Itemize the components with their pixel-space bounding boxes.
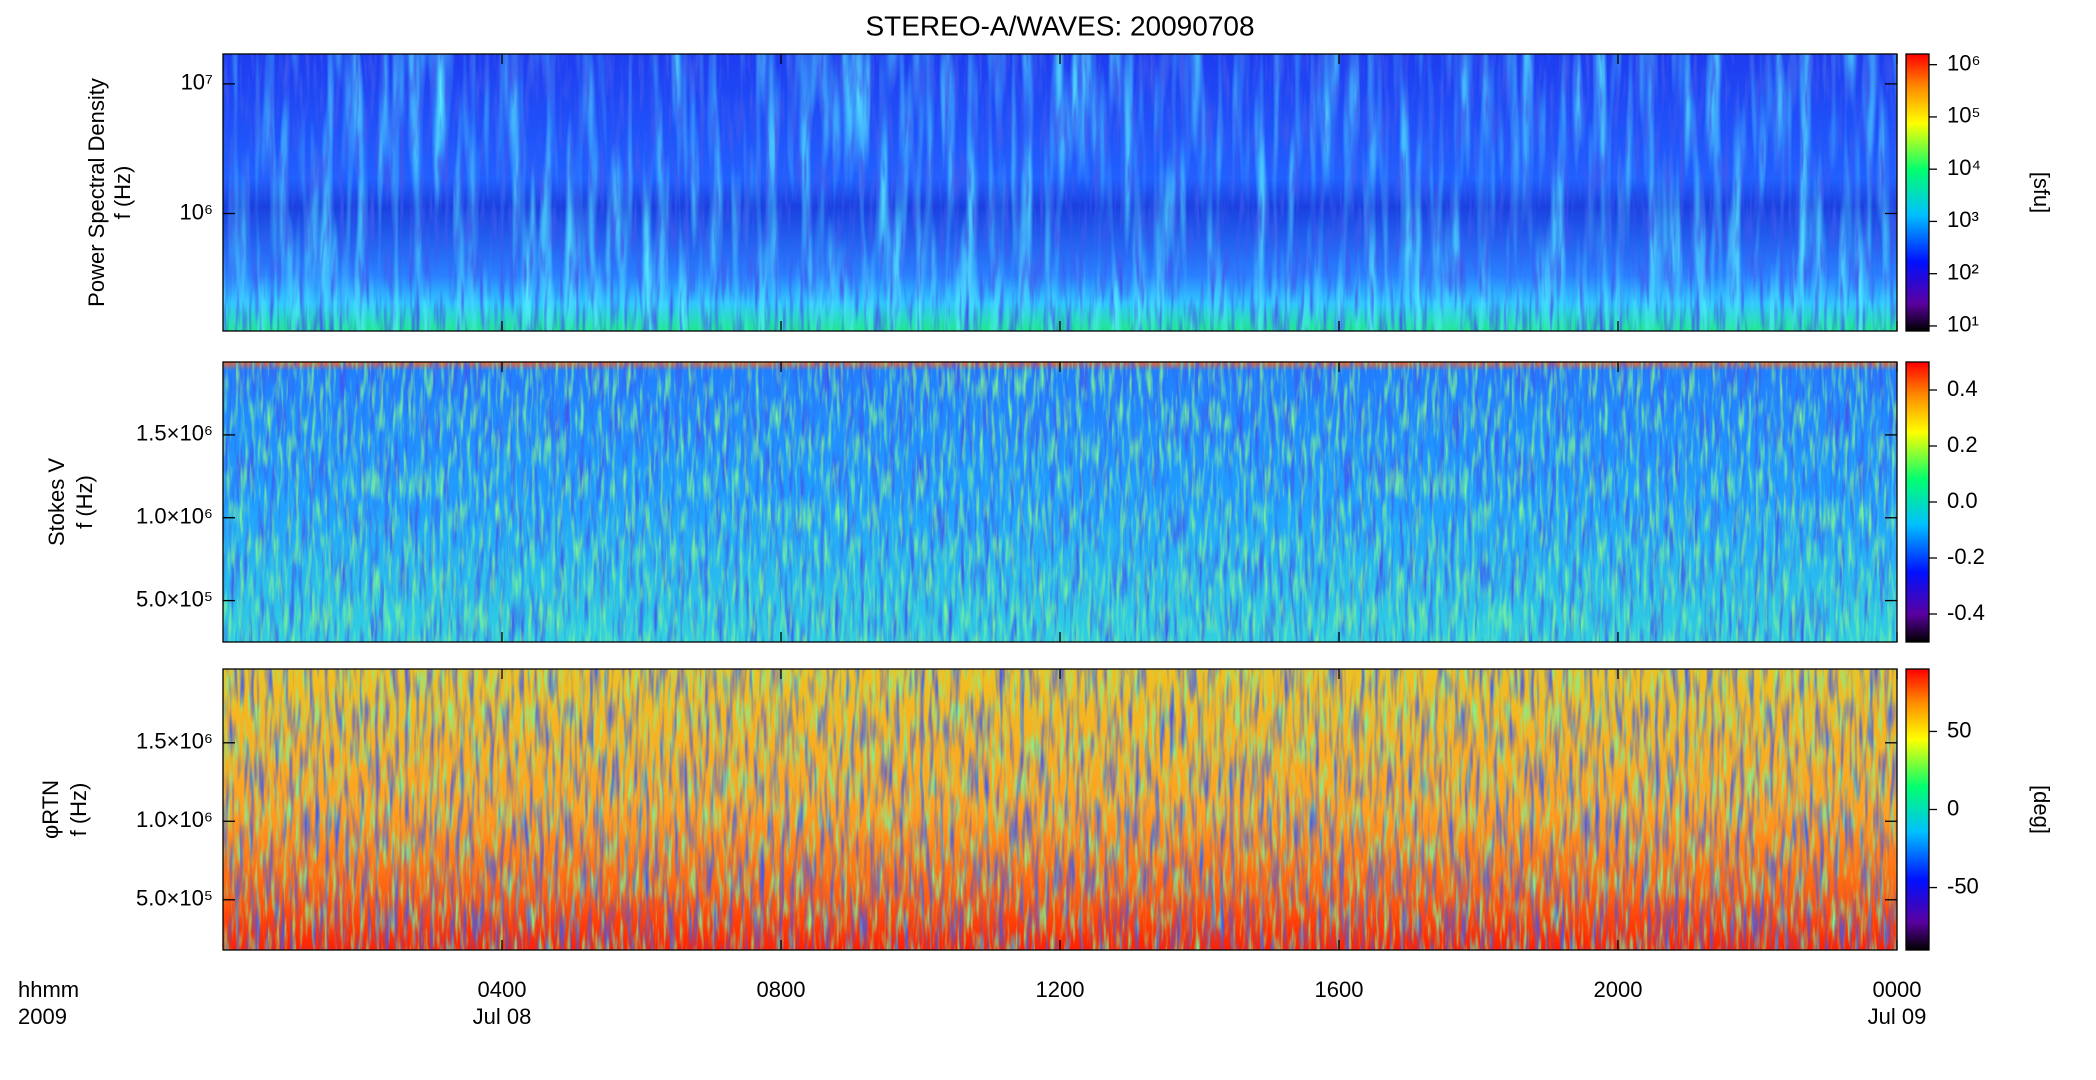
colorbar xyxy=(1905,668,1930,951)
colorbar-label: [sfu] xyxy=(2029,172,2054,214)
colorbar-tick-label: 10³ xyxy=(1947,207,1979,232)
x-tick-label: 2000 xyxy=(1594,977,1643,1002)
y-axis-label: φRTN xyxy=(38,780,63,839)
y-tick-label: 1.0×10⁶ xyxy=(136,504,213,529)
y-tick-label: 5.0×10⁵ xyxy=(136,586,213,611)
colorbar-tick-label: 10² xyxy=(1947,259,1979,284)
colorbar-tick-label: 10⁵ xyxy=(1947,103,1981,128)
spectrogram-texture xyxy=(223,54,1897,331)
x-axis-label: hhmm xyxy=(18,977,79,1002)
y-axis-label: f (Hz) xyxy=(66,783,91,837)
x-tick-date: Jul 08 xyxy=(473,1004,532,1029)
y-tick-label: 1.5×10⁶ xyxy=(136,729,213,754)
y-tick-label: 1.0×10⁶ xyxy=(136,807,213,832)
colorbar-label: [deg] xyxy=(2029,785,2054,834)
spectrogram-texture xyxy=(223,669,1897,950)
colorbar-tick-label: 0 xyxy=(1947,795,1959,820)
y-axis-label: Power Spectral Density xyxy=(84,78,109,307)
colorbar-tick-label: 0.2 xyxy=(1947,432,1978,457)
colorbar-tick-label: 10¹ xyxy=(1947,312,1979,337)
colorbar-tick-label: -50 xyxy=(1947,873,1979,898)
colorbar xyxy=(1905,53,1930,332)
x-tick-label: 0000 xyxy=(1873,977,1922,1002)
spectrogram-texture xyxy=(223,362,1897,642)
colorbar-tick-label: 10⁶ xyxy=(1947,50,1981,75)
chart-title: STEREO-A/WAVES: 20090708 xyxy=(865,10,1254,41)
x-axis-label: 2009 xyxy=(18,1004,67,1029)
y-tick-label: 10⁷ xyxy=(181,70,213,95)
x-tick-label: 1600 xyxy=(1315,977,1364,1002)
colorbar-tick-label: 50 xyxy=(1947,717,1971,742)
x-tick-label: 0400 xyxy=(478,977,527,1002)
x-tick-label: 0800 xyxy=(757,977,806,1002)
y-tick-label: 10⁶ xyxy=(179,199,213,224)
x-tick-date: Jul 09 xyxy=(1868,1004,1927,1029)
colorbar-tick-label: 0.4 xyxy=(1947,376,1978,401)
colorbar-tick-label: 0.0 xyxy=(1947,488,1978,513)
y-axis-label: Stokes V xyxy=(44,458,69,546)
colorbar-tick-label: -0.2 xyxy=(1947,544,1985,569)
colorbar xyxy=(1905,361,1930,643)
colorbar-tick-label: -0.4 xyxy=(1947,600,1985,625)
y-tick-label: 5.0×10⁵ xyxy=(136,886,213,911)
x-tick-label: 1200 xyxy=(1036,977,1085,1002)
y-axis-label: f (Hz) xyxy=(110,166,135,220)
y-tick-label: 1.5×10⁶ xyxy=(136,421,213,446)
colorbar-tick-label: 10⁴ xyxy=(1947,155,1981,180)
y-axis-label: f (Hz) xyxy=(72,475,97,529)
